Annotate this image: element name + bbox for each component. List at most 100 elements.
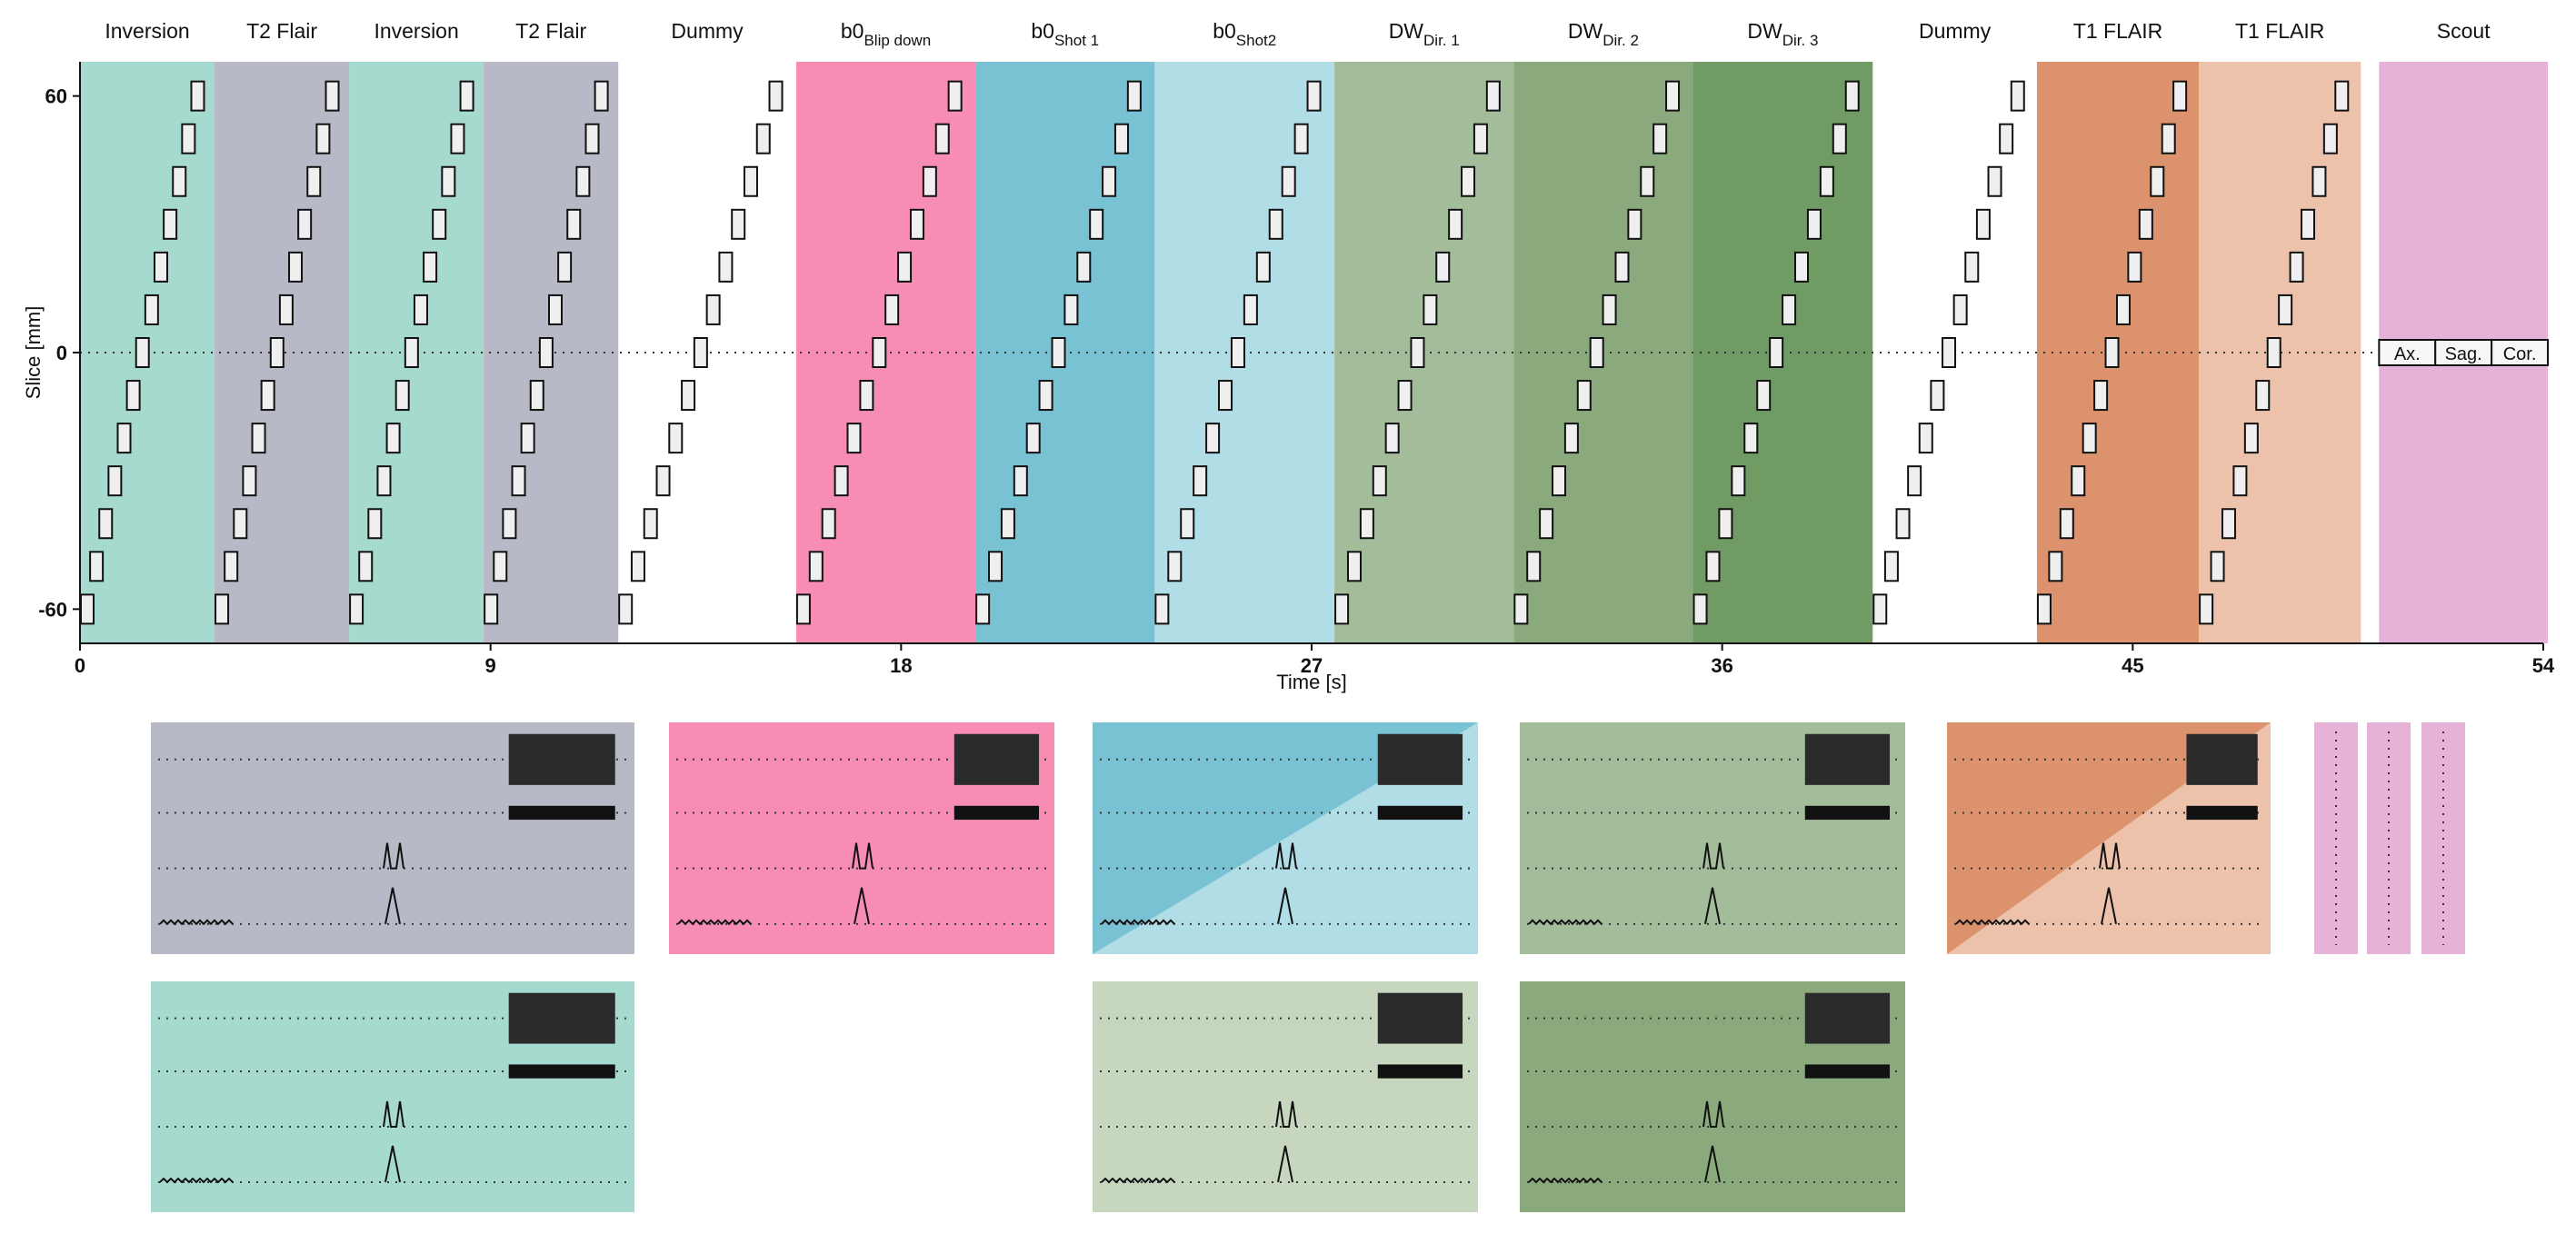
slice-block-2-11 [450,123,465,154]
segment-title-sub: Dir. 1 [1423,32,1460,49]
segment-titles: Inversion T2 Flair Inversion T2 Flair Dummy b… [105,19,2491,49]
slice-block-5-12 [947,80,963,112]
diffusion-gradients [1702,1100,1724,1129]
slice-block-8-8 [1435,251,1451,283]
slice-block-10-10 [1819,165,1834,197]
slice-block-12-0 [2036,593,2052,625]
slice-block-12-5 [2093,380,2109,412]
segment-title-main: DW [1389,19,1424,43]
segment-title-main: Inversion [105,19,189,43]
segment-title-main: T2 Flair [515,19,586,43]
slice-block-6-9 [1089,208,1104,240]
slice-block-11-2 [1895,508,1911,540]
slice-block-12-8 [2127,251,2142,283]
slice-block-13-1 [2210,551,2225,582]
scout-box-1 [2434,339,2493,366]
readout-bar [508,1064,615,1079]
slice-block-12-9 [2138,208,2153,240]
slice-block-8-4 [1384,423,1400,454]
slice-block-12-12 [2172,80,2188,112]
slice-block-6-8 [1076,251,1092,283]
slice-block-6-11 [1113,123,1129,154]
pulse-panel-1-2 [1520,981,1905,1212]
slice-block-11-4 [1918,423,1933,454]
slice-block-5-0 [795,593,811,625]
slice-block-2-5 [394,380,410,412]
slice-block-9-7 [1602,294,1617,325]
slice-block-6-0 [975,593,991,625]
slice-block-8-0 [1334,593,1350,625]
slice-block-3-2 [502,508,517,540]
segment-title-main: T1 FLAIR [2235,19,2324,43]
slice-block-13-6 [2266,337,2281,368]
slice-block-0-5 [125,380,141,412]
slice-block-5-6 [872,337,887,368]
pulse-panel-1-1 [1093,981,1478,1212]
slice-block-10-7 [1782,294,1797,325]
slice-block-13-11 [2322,123,2338,154]
slice-block-8-7 [1423,294,1438,325]
slice-block-13-8 [2289,251,2304,283]
segment-title-sub: Dir. 2 [1603,32,1639,49]
diffusion-gradients [1275,1100,1297,1129]
slice-block-10-0 [1692,593,1708,625]
slice-block-4-10 [743,165,758,197]
segment-title-14: Scout [2437,19,2491,43]
slice-block-10-9 [1806,208,1822,240]
slice-block-6-4 [1025,423,1041,454]
slice-block-2-12 [459,80,474,112]
slice-block-5-1 [808,551,824,582]
slice-block-4-1 [630,551,645,582]
slice-block-1-8 [288,251,304,283]
slice-block-0-9 [163,208,178,240]
slice-block-0-12 [190,80,205,112]
slice-block-13-0 [2199,593,2214,625]
segment-title-main: b0 [1031,19,1054,43]
slice-block-8-12 [1485,80,1501,112]
rf-pulse [384,887,401,925]
segment-title-3: T2 Flair [515,19,586,43]
segment-title-main: T2 Flair [246,19,317,43]
segment-title-6: b0Shot 1 [1031,19,1099,49]
segment-title-main: b0 [1213,19,1236,43]
slice-block-9-2 [1539,508,1554,540]
slice-block-3-1 [493,551,508,582]
x-axis-title: Time [s] [1276,671,1346,693]
x-tick-label-0: 0 [75,654,85,677]
slice-block-7-2 [1180,508,1195,540]
slice-block-2-10 [441,165,456,197]
slice-block-12-7 [2115,294,2131,325]
y-tick-label-0: 60 [45,85,67,108]
rf-wave [1101,919,1175,926]
readout-block [2186,733,2258,785]
slice-block-3-11 [584,123,600,154]
diffusion-gradients [2099,842,2121,870]
slice-block-9-0 [1513,593,1529,625]
slice-block-13-9 [2300,208,2315,240]
slice-block-8-3 [1372,465,1387,497]
pulse-panel-0-1 [669,722,1054,954]
slice-block-1-5 [260,380,275,412]
slice-block-1-10 [306,165,322,197]
segment-title-2: Inversion [374,19,458,43]
diffusion-gradients [852,842,874,870]
slice-block-7-6 [1230,337,1245,368]
slice-block-13-2 [2221,508,2236,540]
pulse-panel-0-0 [151,722,634,954]
slice-block-12-1 [2048,551,2063,582]
segment-title-9: DWDir. 2 [1568,19,1639,49]
slice-block-8-1 [1346,551,1362,582]
segment-title-main: DW [1568,19,1603,43]
rf-pulse [854,887,870,925]
pulse-panel-0-7 [2421,722,2465,954]
slice-block-11-12 [2010,80,2025,112]
slice-block-0-10 [172,165,187,197]
segment-title-main: Inversion [374,19,458,43]
diffusion-gradients [383,1100,404,1129]
readout-bar [508,805,615,821]
slice-block-10-8 [1794,251,1810,283]
slice-block-13-4 [2243,423,2259,454]
axes: 0 9 18 27 36 45 54 60 0 -60 Time [s] Slice [mm] [22,62,2555,693]
slice-block-1-3 [242,465,257,497]
slice-block-1-11 [315,123,331,154]
